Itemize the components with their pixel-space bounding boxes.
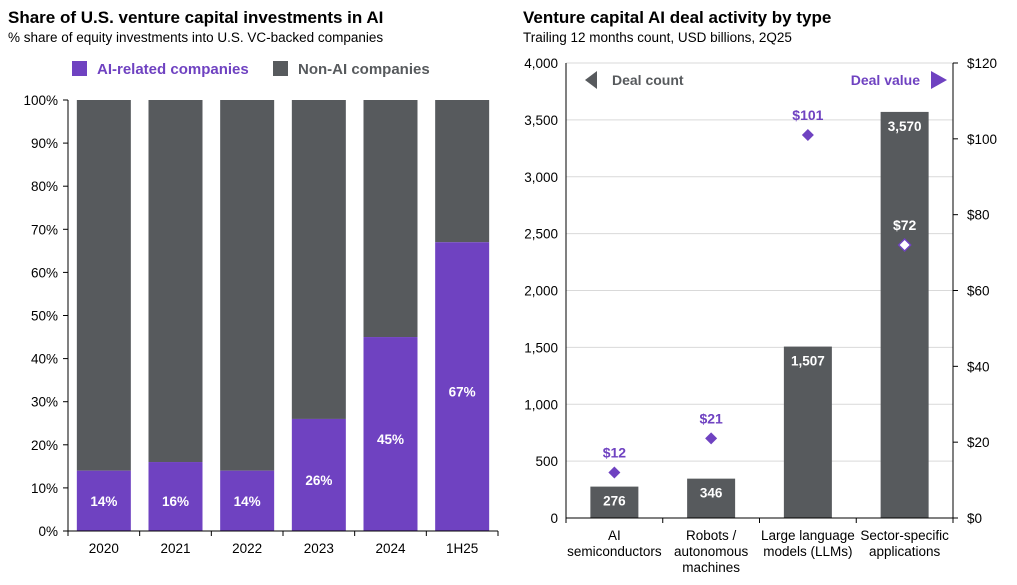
legend-deal-value: Deal value [851, 72, 920, 88]
bar-ai-label: 67% [449, 385, 476, 400]
deal-value-arrow-icon [931, 71, 947, 89]
x-tick-label: Sector-specific [860, 528, 949, 543]
bar-ai [291, 418, 346, 531]
legend-swatch-non-ai [273, 61, 288, 76]
y-right-tick-label: $80 [967, 208, 990, 223]
x-tick-label: 2023 [304, 541, 334, 556]
bar-ai-label: 14% [90, 494, 117, 509]
x-tick-label: 2021 [160, 541, 190, 556]
x-tick-label: Large language [761, 528, 855, 543]
bar-ai [363, 337, 418, 531]
left-chart-title: Share of U.S. venture capital investment… [8, 8, 384, 27]
bar-deal-count [783, 346, 832, 518]
y-tick-label: 20% [31, 438, 58, 453]
y-right-tick-label: $60 [967, 284, 990, 299]
y-tick-label: 30% [31, 395, 58, 410]
legend-deal-count: Deal count [612, 72, 684, 88]
bar-ai-label: 14% [234, 494, 261, 509]
x-tick-label: 1H25 [446, 541, 478, 556]
deal-value-label: $12 [603, 445, 627, 461]
y-right-tick-label: $0 [967, 511, 982, 526]
y-left-tick-label: 1,000 [524, 397, 558, 412]
x-tick-label: machines [682, 560, 740, 575]
bar-deal-count-label: 1,507 [791, 354, 825, 369]
bar-ai [76, 470, 131, 531]
x-tick-label: models (LLMs) [763, 544, 852, 559]
x-tick-label: applications [869, 544, 941, 559]
y-tick-label: 100% [23, 93, 58, 108]
bar-deal-count-label: 346 [700, 486, 723, 501]
deal-value-label: $72 [893, 217, 917, 233]
y-left-tick-label: 500 [535, 454, 558, 469]
x-tick-label: 2022 [232, 541, 262, 556]
bar-ai [435, 242, 490, 532]
x-tick-label: AI [608, 528, 621, 543]
y-left-tick-label: 3,000 [524, 170, 558, 185]
deal-value-label: $21 [699, 410, 723, 426]
y-tick-label: 50% [31, 309, 58, 324]
bar-non-ai [363, 100, 418, 338]
deal-value-marker [801, 129, 814, 142]
y-left-tick-label: 0 [550, 511, 558, 526]
y-tick-label: 10% [31, 481, 58, 496]
left-chart-subtitle: % share of equity investments into U.S. … [8, 30, 384, 45]
bar-deal-count-label: 276 [603, 494, 626, 509]
x-tick-label: 2024 [375, 541, 406, 556]
bar-non-ai [76, 100, 131, 471]
bar-deal-count [687, 478, 736, 518]
x-tick-label: 2020 [89, 541, 119, 556]
bar-ai-label: 16% [162, 494, 189, 509]
bar-non-ai [435, 100, 490, 243]
bar-non-ai [291, 100, 346, 419]
bar-ai [148, 462, 203, 531]
y-tick-label: 60% [31, 265, 58, 280]
x-tick-label: Robots / [686, 528, 737, 543]
y-left-tick-label: 4,000 [524, 56, 558, 71]
y-right-tick-label: $40 [967, 359, 990, 374]
deal-value-marker [897, 237, 912, 253]
x-tick-label: semiconductors [567, 544, 662, 559]
x-tick-label: autonomous [674, 544, 749, 559]
bar-deal-count [880, 111, 929, 518]
deal-value-label: $101 [792, 107, 823, 123]
bar-ai [220, 470, 275, 531]
y-tick-label: 80% [31, 179, 58, 194]
y-tick-label: 40% [31, 352, 58, 367]
y-left-tick-label: 2,000 [524, 284, 558, 299]
y-tick-label: 0% [38, 524, 58, 539]
y-right-tick-label: $120 [967, 56, 997, 71]
y-right-tick-label: $100 [967, 132, 997, 147]
right-chart-subtitle: Trailing 12 months count, USD billions, … [523, 30, 792, 45]
right-chart-title: Venture capital AI deal activity by type [523, 8, 832, 27]
bar-ai-label: 45% [377, 432, 404, 447]
bar-non-ai [220, 100, 275, 471]
y-tick-label: 90% [31, 136, 58, 151]
deal-count-arrow-icon [585, 71, 597, 89]
bar-deal-count-label: 3,570 [888, 119, 922, 134]
deal-value-marker [705, 432, 718, 445]
bar-non-ai [148, 100, 203, 463]
bar-deal-count [590, 486, 639, 518]
legend-label-ai: AI-related companies [97, 61, 249, 78]
bar-ai-label: 26% [305, 473, 332, 488]
legend-swatch-ai [72, 61, 87, 76]
deal-value-marker [608, 466, 621, 479]
y-left-tick-label: 2,500 [524, 227, 558, 242]
y-tick-label: 70% [31, 222, 58, 237]
y-left-tick-label: 1,500 [524, 340, 558, 355]
legend-label-non-ai: Non-AI companies [298, 61, 430, 78]
y-right-tick-label: $20 [967, 435, 990, 450]
y-left-tick-label: 3,500 [524, 113, 558, 128]
